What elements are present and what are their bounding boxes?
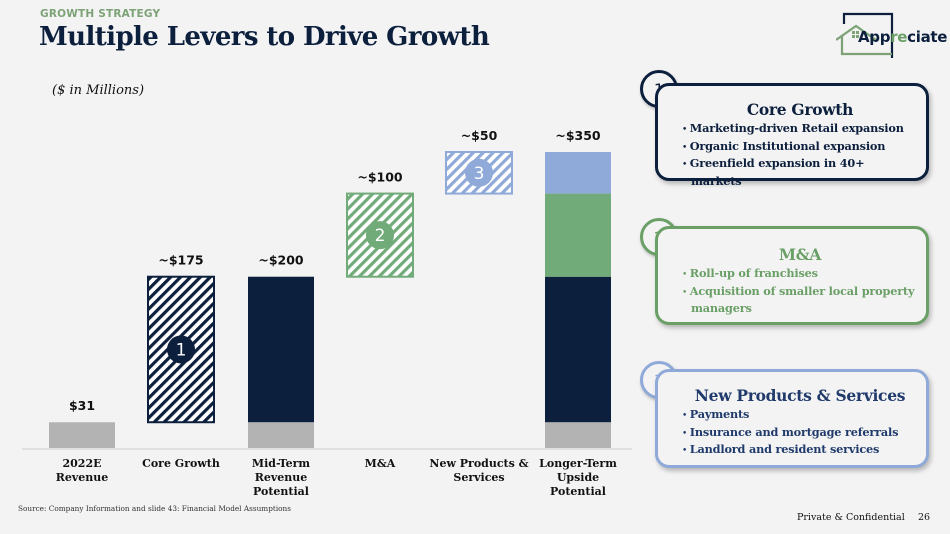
card-title: Core Growth	[746, 100, 854, 119]
bar-segment-m-a	[346, 192, 414, 278]
lever-badge-3	[465, 158, 493, 187]
data-label: ~$200	[258, 253, 304, 268]
category-label: Upside	[557, 471, 599, 484]
confidential-label: Private & Confidential	[797, 512, 905, 523]
data-label: ~$350	[555, 128, 601, 143]
card-bullet: Marketing-driven Retail expansion	[682, 121, 918, 139]
card-m-and-a: M&A Roll-up of franchises Acquisition of…	[655, 226, 929, 325]
card-bullet: Landlord and resident services	[682, 442, 918, 460]
page-number: 26	[918, 512, 931, 523]
data-label: ~$100	[357, 170, 403, 185]
card-bullet: Organic Institutional expansion	[682, 139, 918, 157]
bar-segment-2022e-revenue	[49, 422, 115, 448]
category-label: M&A	[365, 457, 396, 470]
category-label: Revenue	[56, 471, 109, 484]
lever-badge-number: 2	[375, 226, 386, 246]
units-label: ($ in Millions)	[52, 83, 145, 98]
card-bullet: Acquisition of smaller local property ma…	[682, 284, 918, 317]
category-label: 2022E	[63, 457, 102, 470]
bar-segment-new-products-services	[545, 152, 611, 194]
bar-segment-2022e-revenue	[248, 422, 314, 448]
page-title: Multiple Levers to Drive Growth	[39, 22, 490, 52]
category-label: Core Growth	[142, 457, 220, 470]
lever-badge-1	[167, 335, 195, 364]
lever-badge-number: 1	[176, 340, 187, 360]
bar-segment-core-growth	[545, 276, 611, 423]
card-bullet: Insurance and mortgage referrals	[682, 425, 918, 443]
bar-segment-core-growth	[248, 276, 314, 423]
card-bullet-list: Roll-up of franchises Acquisition of sma…	[682, 266, 918, 317]
logo-text-prefix: App	[858, 28, 891, 46]
source-note: Source: Company Information and slide 43…	[18, 504, 291, 513]
card-bullet-list: Payments Insurance and mortgage referral…	[682, 407, 918, 460]
category-label: Potential	[550, 485, 606, 498]
data-label: ~$50	[461, 128, 498, 143]
category-label: Mid-Term	[252, 457, 311, 470]
card-title: M&A	[778, 245, 822, 264]
data-label: $31	[69, 398, 95, 413]
category-label: Longer-Term	[539, 457, 617, 470]
card-bullet: Greenfield expansion in 40+ markets	[682, 156, 918, 189]
category-label: Services	[453, 471, 504, 484]
section-eyebrow: GROWTH STRATEGY	[40, 8, 161, 20]
card-bullet-list: Marketing-driven Retail expansion Organi…	[682, 121, 918, 189]
card-core-growth: Core Growth Marketing-driven Retail expa…	[655, 83, 929, 188]
card-bullet: Roll-up of franchises	[682, 266, 918, 284]
category-label: Revenue	[255, 471, 308, 484]
bar-segment-2022e-revenue	[545, 422, 611, 448]
lever-badge-number: 3	[474, 164, 485, 184]
category-label: New Products &	[429, 457, 528, 470]
category-label: Potential	[253, 485, 309, 498]
logo-text-accent: re	[890, 28, 908, 46]
card-bullet: Payments	[682, 407, 918, 425]
logo-text-suffix: ciate	[907, 28, 948, 46]
house-outline-icon	[836, 12, 894, 58]
bar-segment-m-a	[545, 193, 611, 277]
card-new-products-services: New Products & Services Payments Insuran…	[655, 369, 929, 468]
logo-wordmark: Appreciate	[858, 28, 947, 46]
data-label: ~$175	[158, 253, 203, 268]
card-title: New Products & Services	[694, 386, 906, 405]
appreciate-logo: Appreciate	[836, 10, 947, 58]
lever-badge-2	[366, 221, 394, 250]
